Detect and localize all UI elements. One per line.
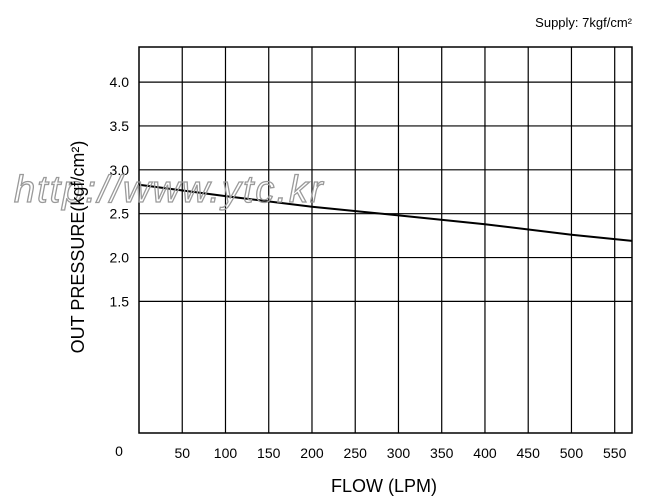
x-tick-label: 100: [214, 445, 238, 461]
y-tick-label: 2.5: [110, 206, 130, 222]
x-tick-label: 550: [603, 445, 627, 461]
plot-frame: [138, 46, 633, 434]
origin-label: 0: [115, 443, 123, 459]
x-tick-label: 150: [257, 445, 281, 461]
y-tick-labels: 1.5 2.0 2.5 3.0 3.5 4.0: [110, 74, 130, 309]
grid: [139, 47, 632, 433]
y-tick-label: 3.5: [110, 118, 130, 134]
x-tick-label: 250: [344, 445, 368, 461]
x-tick-label: 50: [174, 445, 190, 461]
x-tick-label: 200: [300, 445, 324, 461]
x-tick-label: 400: [473, 445, 497, 461]
x-tick-label: 500: [560, 445, 584, 461]
pressure-curve: [138, 183, 633, 242]
supply-annotation: Supply: 7kgf/cm²: [535, 15, 632, 30]
y-tick-label: 2.0: [110, 250, 130, 266]
watermark-text: http://www.ytc.kr: [14, 169, 325, 211]
x-axis-title: FLOW (LPM): [331, 476, 437, 496]
y-tick-label: 1.5: [110, 293, 130, 309]
x-tick-label: 350: [430, 445, 454, 461]
y-tick-label: 3.0: [110, 162, 130, 178]
x-tick-labels: 50 100 150 200 250 300 350 400 450 500 550: [174, 445, 626, 461]
x-tick-label: 450: [517, 445, 541, 461]
x-tick-label: 300: [387, 445, 411, 461]
y-axis-title: OUT PRESSURE(kgf/cm²): [68, 141, 88, 354]
y-tick-label: 4.0: [110, 74, 130, 90]
